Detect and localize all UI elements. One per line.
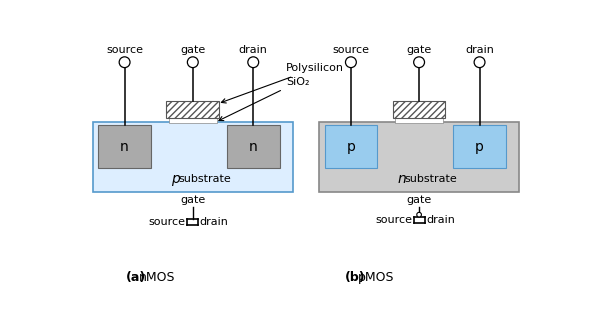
Circle shape [119,57,130,67]
Circle shape [417,212,421,217]
Bar [93,122,293,192]
Text: source: source [332,45,370,55]
Text: (b): (b) [344,271,365,284]
Text: gate: gate [180,196,205,205]
Text: substrate: substrate [178,174,231,184]
Text: p: p [172,172,180,186]
Bar [169,118,217,123]
Text: drain: drain [200,217,229,227]
Bar [227,126,280,168]
Text: gate: gate [180,45,205,55]
Text: (a): (a) [126,271,146,284]
Text: drain: drain [239,45,268,55]
Circle shape [474,57,485,67]
Bar [325,126,377,168]
Text: gate: gate [406,45,432,55]
Text: drain: drain [426,215,455,225]
Bar [98,126,151,168]
Circle shape [346,57,356,67]
Bar [166,101,219,118]
Text: drain: drain [465,45,494,55]
Circle shape [187,57,198,67]
Text: SiO₂: SiO₂ [219,77,310,121]
Text: substrate: substrate [404,174,457,184]
Text: gate: gate [406,196,432,205]
Text: source: source [375,215,412,225]
Text: Polysilicon: Polysilicon [221,63,344,103]
Text: pMOS: pMOS [358,271,394,284]
Bar [395,118,443,123]
Bar [453,126,506,168]
Circle shape [248,57,259,67]
Text: n: n [120,140,129,154]
Bar [319,122,519,192]
Text: source: source [106,45,143,55]
Text: p: p [346,140,355,154]
Text: p: p [475,140,484,154]
Bar [393,101,445,118]
Text: source: source [149,217,186,227]
Circle shape [413,57,425,67]
Text: n: n [249,140,257,154]
Text: n: n [398,172,406,186]
Text: nMOS: nMOS [139,271,176,284]
